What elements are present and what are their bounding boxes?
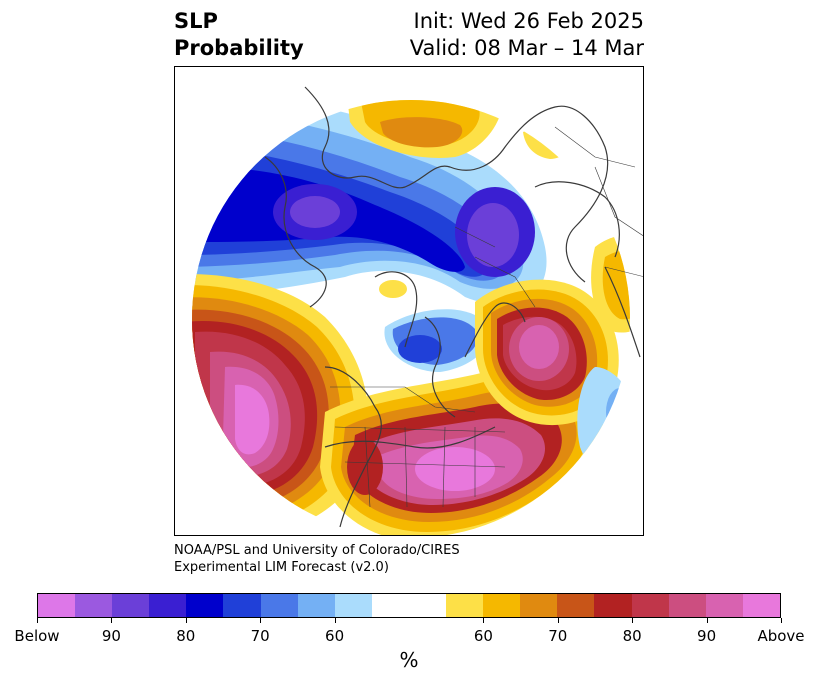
colorbar-tick-label: Below (14, 627, 60, 645)
colorbar (37, 593, 781, 618)
map-svg (192, 86, 643, 535)
map-title: SLP Probability (174, 8, 304, 62)
colorbar-tick-label: 60 (325, 627, 345, 645)
country-borders (330, 126, 643, 508)
colorbar-tick-mark (632, 618, 634, 623)
colorbar-segment (75, 594, 113, 617)
attribution-line-2: Experimental LIM Forecast (v2.0) (174, 560, 389, 575)
colorbar-segment (408, 594, 447, 617)
colorbar-tick-label: Above (757, 627, 805, 645)
above-field-arctic (345, 100, 569, 159)
colorbar-segment (557, 594, 595, 617)
colorbar-segment (297, 594, 335, 617)
colorbar-segment (223, 594, 261, 617)
colorbar-segment (371, 594, 409, 617)
colorbar-segment (520, 594, 558, 617)
colorbar-tick-mark (781, 618, 782, 623)
colorbar-segment (260, 594, 298, 617)
colorbar-tick-label: 70 (548, 627, 568, 645)
above-field-pacific (192, 273, 369, 535)
colorbar-tick-mark (185, 618, 187, 623)
colorbar-segment (631, 594, 669, 617)
colorbar-tick-label: 90 (697, 627, 717, 645)
attribution: NOAA/PSL and University of Colorado/CIRE… (174, 542, 460, 576)
coastlines (264, 86, 641, 528)
title-line-variable: SLP (174, 9, 218, 33)
colorbar-tick-mark (37, 618, 38, 623)
colorbar-segment (334, 594, 372, 617)
colorbar-tick-label: 70 (250, 627, 270, 645)
below-field-north-america (384, 309, 490, 372)
colorbar-unit: % (399, 648, 419, 672)
colorbar-segment (186, 594, 224, 617)
init-date: Init: Wed 26 Feb 2025 (413, 9, 644, 33)
colorbar-segment (112, 594, 150, 617)
valid-range: Valid: 08 Mar – 14 Mar (409, 36, 644, 60)
colorbar-tick-label: 90 (101, 627, 121, 645)
colorbar-tick-label: 60 (473, 627, 493, 645)
colorbar-segment (483, 594, 521, 617)
colorbar-tick-label: 80 (622, 627, 642, 645)
attribution-line-1: NOAA/PSL and University of Colorado/CIRE… (174, 543, 460, 558)
colorbar-tick-mark (111, 618, 113, 623)
colorbar-segment (594, 594, 632, 617)
colorbar-tick-label: 80 (176, 627, 196, 645)
colorbar-tick-mark (260, 618, 262, 623)
colorbar-segment (705, 594, 743, 617)
colorbar-tick-mark (557, 618, 559, 623)
colorbar-tick-mark (483, 618, 485, 623)
colorbar-segment (668, 594, 706, 617)
colorbar-tick-mark (706, 618, 708, 623)
colorbar-tick-mark (334, 618, 336, 623)
colorbar-segment (742, 594, 780, 617)
forecast-dates: Init: Wed 26 Feb 2025 Valid: 08 Mar – 14… (410, 8, 644, 62)
title-line-type: Probability (174, 36, 304, 60)
probability-map (174, 66, 644, 536)
above-field-small (379, 280, 407, 298)
colorbar-segment (38, 594, 76, 617)
below-field-ne-pacific (577, 367, 630, 470)
colorbar-segment (149, 594, 187, 617)
probability-fields (192, 100, 630, 535)
colorbar-segment (446, 594, 484, 617)
